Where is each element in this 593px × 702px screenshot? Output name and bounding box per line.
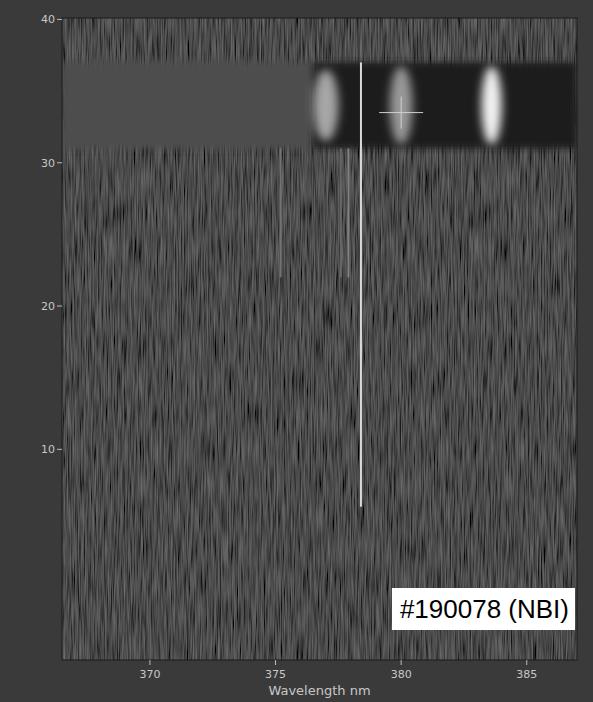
band <box>313 62 577 148</box>
spectral-line <box>340 148 342 277</box>
frame <box>62 18 577 660</box>
x-tick <box>149 660 150 665</box>
x-tick <box>401 660 402 665</box>
x-tick-label: 385 <box>516 668 537 681</box>
emission-spot <box>390 66 413 145</box>
plot-bg <box>62 18 577 660</box>
x-tick-label: 375 <box>265 668 286 681</box>
x-tick <box>526 660 527 665</box>
y-tick-label: 40 <box>41 13 55 26</box>
emission-spot <box>482 66 502 145</box>
y-tick-label: 30 <box>41 157 55 170</box>
chart: 370 375 380 385 10 20 30 40 Wavelength nm #190078… <box>0 0 593 702</box>
emission-spot <box>313 70 338 142</box>
y-tick <box>57 449 62 450</box>
spectral-line <box>280 148 282 277</box>
annotation-bg <box>392 588 575 630</box>
spectral-line <box>360 62 362 506</box>
x-tick-label: 380 <box>391 668 412 681</box>
x-tick <box>275 660 276 665</box>
band <box>62 62 313 148</box>
plot-area <box>62 18 577 660</box>
y-tick-label: 20 <box>41 300 55 313</box>
x-tick-label: 370 <box>139 668 160 681</box>
noise <box>62 18 577 660</box>
spectral-line <box>347 148 349 277</box>
y-tick <box>57 306 62 307</box>
y-tick <box>57 19 62 20</box>
y-tick-label: 10 <box>41 443 55 456</box>
y-tick <box>57 162 62 163</box>
annotation: #190078 (NBI) <box>400 594 569 624</box>
cursor-v <box>401 97 402 129</box>
x-axis-title: Wavelength nm <box>268 683 370 698</box>
